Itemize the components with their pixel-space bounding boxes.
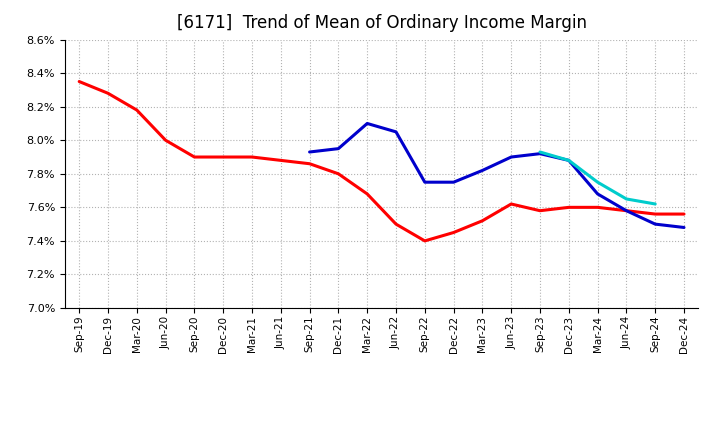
7 Years — [593, 180, 602, 185]
3 Years — [449, 230, 458, 235]
7 Years — [651, 202, 660, 207]
Legend: 3 Years, 5 Years, 7 Years, 10 Years: 3 Years, 5 Years, 7 Years, 10 Years — [172, 434, 591, 440]
7 Years — [564, 158, 573, 163]
5 Years — [593, 191, 602, 197]
3 Years — [651, 211, 660, 216]
3 Years — [305, 161, 314, 166]
5 Years — [536, 151, 544, 156]
5 Years — [392, 129, 400, 135]
3 Years — [478, 218, 487, 224]
Line: 5 Years: 5 Years — [310, 124, 684, 227]
3 Years — [190, 154, 199, 160]
3 Years — [536, 208, 544, 213]
3 Years — [75, 79, 84, 84]
5 Years — [420, 180, 429, 185]
5 Years — [449, 180, 458, 185]
5 Years — [363, 121, 372, 126]
5 Years — [680, 225, 688, 230]
3 Years — [392, 221, 400, 227]
Title: [6171]  Trend of Mean of Ordinary Income Margin: [6171] Trend of Mean of Ordinary Income … — [176, 15, 587, 33]
5 Years — [478, 168, 487, 173]
3 Years — [420, 238, 429, 244]
3 Years — [564, 205, 573, 210]
3 Years — [276, 158, 285, 163]
3 Years — [593, 205, 602, 210]
3 Years — [219, 154, 228, 160]
3 Years — [363, 191, 372, 197]
Line: 3 Years: 3 Years — [79, 81, 684, 241]
3 Years — [507, 202, 516, 207]
3 Years — [680, 211, 688, 216]
3 Years — [104, 91, 112, 96]
3 Years — [622, 208, 631, 213]
5 Years — [622, 208, 631, 213]
3 Years — [161, 138, 170, 143]
5 Years — [651, 221, 660, 227]
5 Years — [334, 146, 343, 151]
5 Years — [564, 158, 573, 163]
7 Years — [536, 149, 544, 154]
5 Years — [305, 149, 314, 154]
7 Years — [622, 196, 631, 202]
3 Years — [132, 107, 141, 113]
3 Years — [248, 154, 256, 160]
Line: 7 Years: 7 Years — [540, 152, 655, 204]
5 Years — [507, 154, 516, 160]
3 Years — [334, 171, 343, 176]
